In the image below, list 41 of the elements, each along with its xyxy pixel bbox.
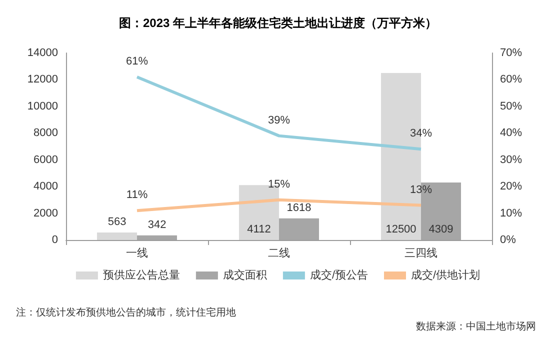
legend-label: 成交/预公告 [310, 268, 368, 282]
data-label: 34% [410, 128, 432, 140]
y-tick-label: 4000 [34, 180, 58, 193]
data-label: 61% [126, 56, 148, 68]
y2-tick-label: 0% [500, 234, 516, 246]
y-tick-label: 6000 [34, 154, 58, 166]
legend-label: 成交/供地计划 [411, 268, 480, 282]
data-label: 13% [410, 184, 432, 196]
y2-tick-label: 30% [500, 154, 522, 166]
y2-tick-label: 50% [500, 100, 522, 112]
data-label: 11% [126, 189, 148, 202]
data-label: 563 [108, 216, 126, 228]
y-tick-label: 0 [52, 234, 58, 246]
data-label: 4309 [428, 224, 454, 236]
y2-tick-label: 20% [500, 180, 522, 193]
legend-label: 预供应公告总量 [102, 268, 180, 282]
y-tick-label: 14000 [27, 47, 58, 59]
y2-tick-label: 40% [500, 127, 522, 140]
legend-label: 成交面积 [222, 268, 267, 282]
y-tick-label: 12000 [27, 74, 58, 86]
text: 注：仅统计发布预供地公告的城市，统计住宅用地 [16, 306, 236, 318]
y2-tick-label: 70% [500, 47, 522, 59]
y-tick-label: 2000 [34, 207, 58, 220]
data-label: 1618 [286, 202, 312, 214]
data-label: 12500 [386, 224, 416, 236]
data-label: 4112 [247, 224, 271, 236]
bar [137, 235, 177, 240]
y2-tick-label: 10% [500, 207, 522, 220]
y-tick-label: 8000 [34, 127, 58, 140]
bar [279, 218, 319, 240]
y-tick-label: 10000 [27, 100, 58, 112]
x-tick-label: 二线 [268, 246, 290, 260]
x-tick-label: 三四线 [404, 246, 438, 260]
x-tick-label: 一线 [126, 246, 148, 260]
data-label: 15% [268, 178, 290, 190]
y2-tick-label: 60% [500, 74, 522, 86]
source-note: 数据来源：中国土地市场网 [416, 320, 536, 332]
data-label: 39% [268, 114, 290, 126]
bar [97, 232, 137, 240]
data-label: 342 [148, 218, 166, 231]
chart-title: 图：2023 年上半年各能级住宅类土地出让进度（万平方米） [118, 16, 438, 30]
